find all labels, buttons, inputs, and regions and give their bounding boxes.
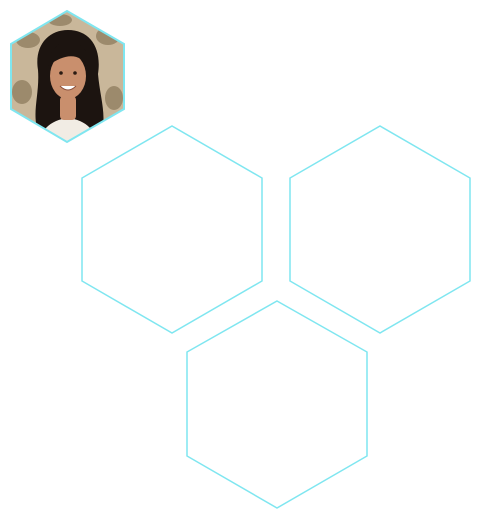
avatar-smile (59, 85, 77, 91)
avatar-neck (60, 96, 76, 120)
avatar-photo (11, 11, 124, 142)
avatar-eye (73, 71, 77, 75)
avatar[interactable] (0, 0, 140, 150)
tile-top-right[interactable] (289, 125, 471, 334)
avatar-eye (59, 71, 63, 75)
tile-top-left[interactable] (81, 125, 263, 334)
avatar-stone (12, 80, 32, 104)
avatar-stone (105, 86, 123, 110)
avatar-shirt (36, 118, 100, 142)
avatar-face (50, 53, 86, 99)
tile-bottom[interactable] (186, 300, 368, 509)
avatar-hair-fringe (48, 41, 89, 66)
avatar-frame (10, 9, 125, 144)
